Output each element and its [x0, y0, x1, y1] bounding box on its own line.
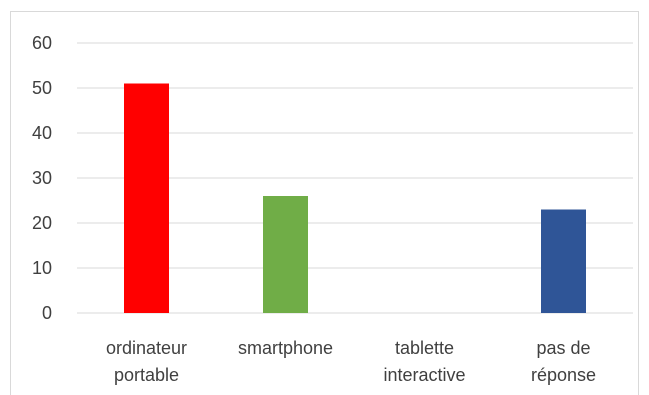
y-tick-label: 0	[42, 303, 52, 323]
x-category-label: smartphone	[238, 338, 333, 358]
x-category-label: ordinateur portable	[106, 338, 187, 385]
y-tick-label: 10	[32, 258, 52, 278]
y-tick-label: 60	[32, 33, 52, 53]
x-axis-category-labels: ordinateur portable smartphone tablette inte…	[106, 338, 596, 385]
x-category-label: pas de réponse	[531, 338, 596, 385]
y-tick-label: 40	[32, 123, 52, 143]
bar-smartphone	[263, 196, 308, 313]
y-axis-tick-labels: 0 10 20 30 40 50 60	[32, 33, 52, 323]
bar-ordinateur-portable	[124, 83, 169, 313]
x-category-label: tablette interactive	[383, 338, 465, 385]
bar-pas-de-réponse	[541, 209, 586, 313]
y-tick-label: 30	[32, 168, 52, 188]
bars	[124, 83, 586, 313]
gridlines	[77, 42, 633, 314]
y-tick-label: 20	[32, 213, 52, 233]
y-tick-label: 50	[32, 78, 52, 98]
chart-frame	[10, 11, 639, 395]
